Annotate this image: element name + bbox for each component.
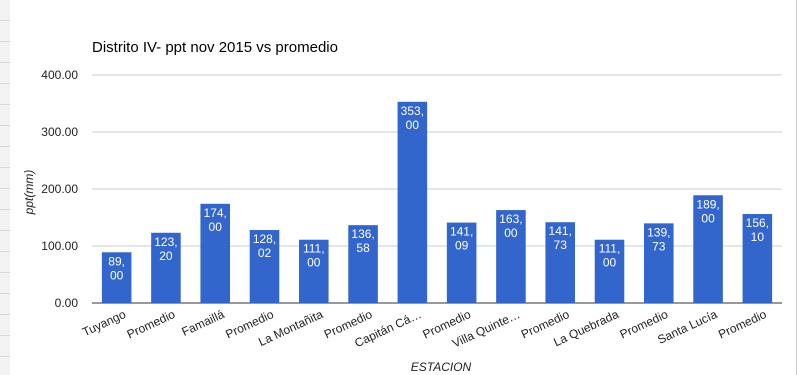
sheet-row-line	[0, 335, 12, 336]
x-tick-label: Tuyango	[80, 307, 128, 339]
bar	[742, 214, 773, 303]
bar	[693, 195, 723, 303]
sheet-row-line	[0, 188, 12, 189]
y-tick-label: 400.00	[41, 68, 78, 82]
bar-value-label: 73	[652, 239, 666, 253]
bar-value-label: 00	[307, 256, 321, 270]
sheet-row-line	[0, 62, 12, 63]
bar-value-label: 111,	[303, 242, 325, 256]
bar-value-label: 00	[110, 268, 124, 282]
gridlines	[92, 74, 782, 304]
sheet-row-line	[0, 146, 12, 147]
y-tick-label: 300.00	[41, 125, 78, 139]
sheet-row-line	[0, 20, 12, 21]
bar-value-label: 139,	[647, 225, 670, 239]
sheet-row-line	[0, 167, 12, 168]
bar-value-label: 58	[356, 241, 370, 255]
bar	[200, 203, 230, 303]
x-tick-label: Famaillá	[179, 307, 226, 339]
bar-value-label: 10	[751, 230, 765, 244]
sheet-row-line	[0, 41, 12, 42]
bar-value-label: 156,	[746, 216, 769, 230]
bar-value-label: 141,	[549, 224, 572, 238]
bar	[496, 210, 526, 303]
bar	[644, 223, 674, 303]
bar-value-label: 00	[504, 226, 518, 240]
bar-value-label: 73	[554, 238, 568, 252]
y-axis-title: ppt(mm)	[22, 170, 36, 216]
bar-value-label: 09	[455, 239, 469, 253]
y-axis-ticks: 0.00 100.00 200.00 300.00 400.00	[41, 68, 78, 310]
bar-value-label: 123,	[154, 235, 177, 249]
bar-value-label: 00	[603, 256, 617, 270]
sheet-row-line	[0, 272, 12, 273]
bar-value-label: 136,	[351, 227, 374, 241]
y-tick-label: 100.00	[41, 239, 78, 253]
x-axis-title: ESTACION	[411, 360, 472, 374]
sheet-row-line	[0, 293, 12, 294]
chart-title: Distrito IV- ppt nov 2015 vs promedio	[92, 39, 338, 56]
bar-value-label: 141,	[450, 225, 473, 239]
sheet-row-line	[0, 83, 12, 84]
bar	[101, 252, 132, 303]
bar-value-label: 20	[159, 249, 173, 263]
sheet-row-line	[0, 209, 12, 210]
bar	[594, 239, 625, 303]
x-tick-label: Promedio	[716, 307, 769, 342]
x-tick-label: Promedio	[125, 307, 178, 342]
sheet-row-line	[0, 125, 12, 126]
bar-value-label: 174,	[204, 206, 227, 220]
bar-value-label: 02	[258, 246, 272, 260]
chart-container[interactable]: Distrito IV- ppt nov 2015 vs promedio 0.…	[10, 0, 797, 375]
sheet-row-line	[0, 104, 12, 105]
bar-value-label: 00	[406, 118, 420, 132]
bar	[348, 225, 378, 303]
bar-value-label: 111,	[599, 242, 621, 256]
bar-value-label: 00	[209, 220, 223, 234]
sheet-row-line	[0, 251, 12, 252]
bar-value-label: 89,	[108, 254, 125, 268]
bar-value-label: 353,	[401, 104, 424, 118]
sheet-row-line	[0, 314, 12, 315]
bar-value-label: 163,	[499, 212, 522, 226]
y-tick-label: 0.00	[55, 296, 79, 310]
bar	[446, 222, 477, 303]
bar	[151, 232, 181, 303]
bar	[545, 222, 575, 303]
sheet-row-line	[0, 230, 12, 231]
bar-value-label: 189,	[696, 197, 719, 211]
bar-value-label: 128,	[253, 232, 276, 246]
bar-value-label: 00	[701, 211, 715, 225]
sheet-row-line	[0, 356, 12, 357]
bar	[397, 101, 428, 303]
y-tick-label: 200.00	[41, 182, 78, 196]
bar	[299, 239, 329, 303]
bar-chart: Distrito IV- ppt nov 2015 vs promedio 0.…	[22, 39, 782, 374]
bar	[249, 230, 280, 303]
